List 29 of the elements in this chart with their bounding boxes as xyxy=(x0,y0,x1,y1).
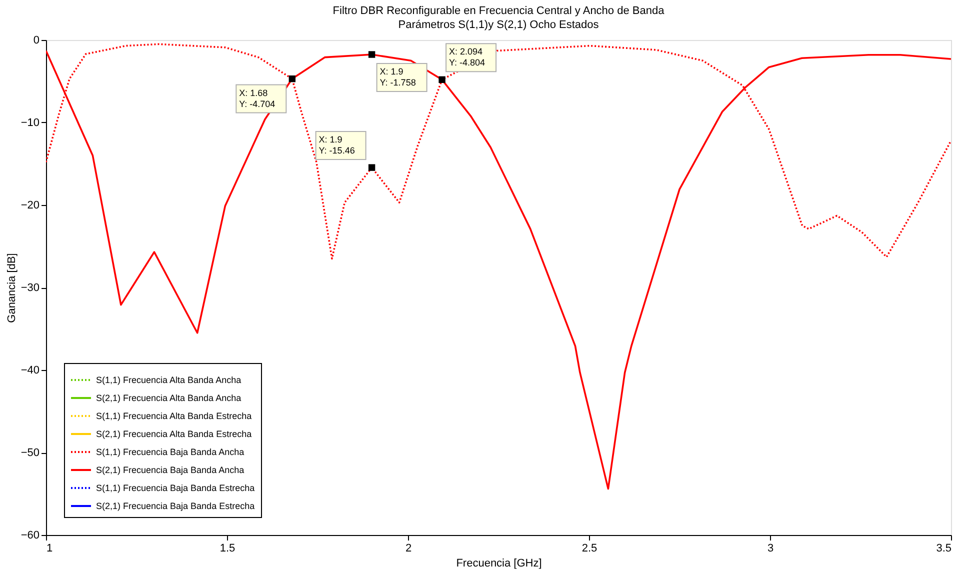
x-axis-title: Frecuencia [GHz] xyxy=(456,558,542,570)
y-tick-label: −20 xyxy=(20,200,40,212)
y-tick-label: −60 xyxy=(20,530,40,542)
chart-subtitle: Parámetros S(1,1)y S(2,1) Ocho Estados xyxy=(398,19,600,31)
annotation: X: 1.68 Y: -4.704 xyxy=(239,88,276,109)
x-tick-label: 3.5 xyxy=(936,542,952,554)
annotation: X: 2.094 Y: -4.804 xyxy=(449,46,486,68)
legend-label: S(2,1) Frecuencia Alta Banda Estrecha xyxy=(96,429,252,439)
legend-label: S(1,1) Frecuencia Alta Banda Estrecha xyxy=(96,411,252,421)
annotation: X: 1.9 Y: -15.46 xyxy=(318,134,355,156)
y-tick-label: −10 xyxy=(20,117,40,129)
legend-label: S(1,1) Frecuencia Alta Banda Ancha xyxy=(96,375,242,385)
chart-title: Filtro DBR Reconfigurable en Frecuencia Central y Ancho de Banda xyxy=(332,5,666,17)
x-tick-label: 2.5 xyxy=(582,542,598,554)
y-axis-title: Ganancia [dB] xyxy=(6,253,18,323)
x-tick-label: 1 xyxy=(46,542,53,554)
y-tick-label: −30 xyxy=(20,282,40,294)
y-tick-label: 0 xyxy=(33,34,40,46)
x-tick-label: 3 xyxy=(767,542,774,554)
x-tick-label: 1.5 xyxy=(220,542,236,554)
legend-label: S(2,1) Frecuencia Baja Banda Estrecha xyxy=(96,501,255,511)
legend-label: S(2,1) Frecuencia Alta Banda Ancha xyxy=(96,393,242,403)
legend-label: S(1,1) Frecuencia Baja Banda Estrecha xyxy=(96,483,255,493)
annotation: X: 1.9 Y: -1.758 xyxy=(380,66,416,88)
y-tick-label: −50 xyxy=(20,447,40,459)
x-tick-label: 2 xyxy=(405,542,412,554)
legend-label: S(2,1) Frecuencia Baja Banda Ancha xyxy=(96,465,244,475)
y-tick-label: −40 xyxy=(20,364,40,376)
legend-label: S(1,1) Frecuencia Baja Banda Ancha xyxy=(96,447,244,457)
